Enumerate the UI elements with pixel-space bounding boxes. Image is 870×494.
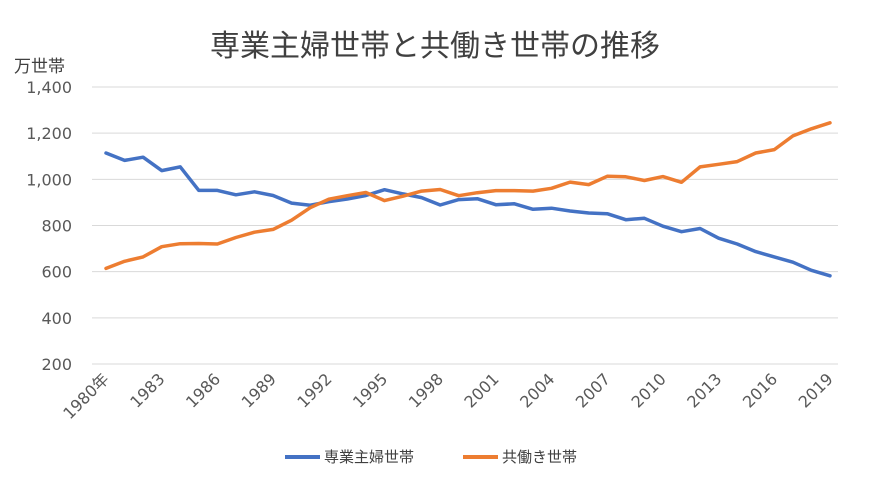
series-lines (104, 121, 832, 278)
y-tick-label-1400: 1,400 (26, 78, 72, 97)
x-tick-label-2010: 2010 (628, 369, 670, 411)
y-tick-label-600: 600 (41, 263, 72, 282)
x-tick-label-2007: 2007 (572, 369, 614, 411)
legend-label-dual-income: 共働き世帯 (502, 448, 577, 466)
gridlines (92, 86, 838, 365)
y-tick-label-400: 400 (41, 309, 72, 328)
x-tick-label-2004: 2004 (516, 369, 558, 411)
y-tick-label-800: 800 (41, 217, 72, 236)
x-tick-label-2016: 2016 (739, 369, 781, 411)
y-tick-label-200: 200 (41, 355, 72, 374)
chart-title: 専業主婦世帯と共働き世帯の推移 (210, 29, 660, 64)
y-tick-label-1000: 1,000 (26, 170, 72, 189)
x-tick-label-1983: 1983 (126, 369, 168, 411)
x-tick-label-1986: 1986 (182, 369, 224, 411)
x-tick-label-1995: 1995 (349, 369, 391, 411)
y-axis-unit-label: 万世帯 (14, 57, 65, 77)
x-tick-label-1998: 1998 (405, 369, 447, 411)
legend: 専業主婦世帯 共働き世帯 (285, 448, 577, 466)
legend-label-housewife: 専業主婦世帯 (324, 448, 414, 466)
y-tick-label-1200: 1,200 (26, 124, 72, 143)
x-axis-ticks: 1980年 1983 1986 1989 1992 1995 1998 2001 2004 200… (59, 369, 837, 423)
y-axis-ticks: 200 400 600 800 1,000 1,200 1,400 (26, 78, 72, 374)
series-line-0 (104, 151, 832, 278)
x-tick-label-2013: 2013 (683, 369, 725, 411)
series-line-1 (104, 121, 832, 271)
x-tick-label-1980: 1980年 (59, 369, 113, 423)
x-tick-label-1992: 1992 (293, 369, 335, 411)
x-tick-label-2019: 2019 (795, 369, 837, 411)
x-tick-label-2001: 2001 (460, 369, 502, 411)
x-tick-label-1989: 1989 (238, 369, 280, 411)
